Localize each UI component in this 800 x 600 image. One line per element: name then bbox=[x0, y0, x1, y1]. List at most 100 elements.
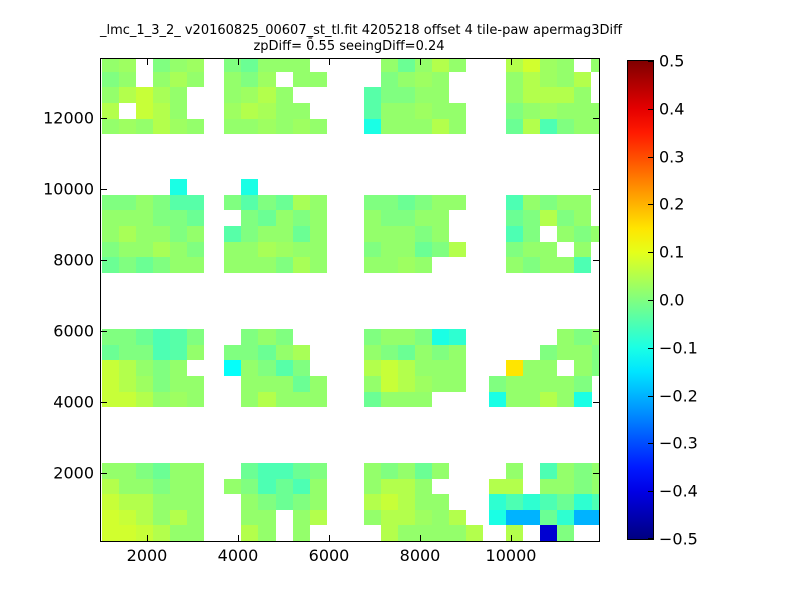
heatmap-cell bbox=[153, 242, 170, 257]
heatmap-cell bbox=[449, 525, 466, 541]
heatmap-cell bbox=[170, 510, 187, 525]
heatmap-cell bbox=[574, 463, 592, 479]
heatmap-cell bbox=[449, 103, 466, 119]
heatmap-cell bbox=[415, 479, 432, 494]
heatmap-cell bbox=[102, 210, 119, 226]
heatmap-cell bbox=[241, 59, 258, 72]
heatmap-cell bbox=[170, 257, 187, 273]
heatmap-cell bbox=[224, 87, 241, 103]
heatmap-cell bbox=[153, 392, 170, 407]
heatmap-cell bbox=[364, 257, 381, 273]
heatmap-cell bbox=[415, 59, 432, 72]
heatmap-cell bbox=[506, 87, 523, 103]
heatmap-cell bbox=[506, 392, 523, 407]
heatmap-cell bbox=[224, 257, 241, 273]
heatmap-cell bbox=[364, 103, 381, 119]
heatmap-cell bbox=[506, 195, 523, 210]
heatmap-cell bbox=[506, 210, 523, 226]
heatmap-cell bbox=[449, 329, 466, 345]
heatmap-cell bbox=[364, 195, 381, 210]
heatmap-cell bbox=[432, 463, 449, 479]
heatmap-cell bbox=[557, 376, 574, 392]
heatmap-cell bbox=[557, 479, 574, 494]
heatmap-cell bbox=[276, 360, 293, 376]
heatmap-cell bbox=[432, 210, 449, 226]
tick-mark bbox=[511, 59, 512, 65]
heatmap-cell bbox=[506, 510, 523, 525]
heatmap-cell bbox=[153, 226, 170, 242]
heatmap-cell bbox=[187, 510, 204, 525]
heatmap-cell bbox=[153, 376, 170, 392]
colorbar-tick-label: 0.1 bbox=[659, 242, 685, 262]
tick-mark bbox=[593, 189, 599, 191]
heatmap-cell bbox=[574, 360, 592, 376]
heatmap-cell bbox=[523, 195, 540, 210]
x-tick-label: 10000 bbox=[485, 546, 537, 565]
heatmap-cell bbox=[102, 242, 119, 257]
heatmap-cell bbox=[310, 494, 327, 510]
heatmap-cell bbox=[258, 87, 276, 103]
heatmap-cell bbox=[136, 510, 153, 525]
heatmap-cell bbox=[102, 72, 119, 87]
colorbar-tick-mark bbox=[648, 443, 653, 445]
heatmap-cell bbox=[102, 494, 119, 510]
heatmap-cell bbox=[241, 345, 258, 360]
heatmap-cell bbox=[170, 494, 187, 510]
heatmap-cell bbox=[224, 119, 241, 134]
heatmap-cell bbox=[136, 257, 153, 273]
heatmap-cell bbox=[187, 479, 204, 494]
heatmap-cell bbox=[102, 510, 119, 525]
x-tick-label: 2000 bbox=[126, 546, 168, 565]
heatmap-cell bbox=[258, 72, 276, 87]
heatmap-cell bbox=[364, 226, 381, 242]
heatmap-cell bbox=[557, 257, 574, 273]
heatmap-cell bbox=[258, 119, 276, 134]
heatmap-cell bbox=[574, 119, 591, 134]
heatmap-cell bbox=[136, 210, 153, 226]
heatmap-cell bbox=[381, 87, 398, 103]
heatmap-cell bbox=[381, 103, 398, 119]
colorbar-tick-mark bbox=[648, 491, 653, 493]
heatmap-cell bbox=[224, 103, 241, 119]
heatmap-cell bbox=[415, 195, 432, 210]
colorbar-tick-mark bbox=[648, 395, 653, 397]
heatmap-cell bbox=[557, 510, 574, 525]
heatmap-cell bbox=[364, 345, 381, 360]
heatmap-cell bbox=[241, 392, 258, 407]
heatmap-cell bbox=[136, 87, 153, 103]
heatmap-cell bbox=[432, 72, 449, 87]
heatmap-cell bbox=[523, 103, 540, 119]
heatmap-cell bbox=[187, 257, 204, 273]
tick-mark bbox=[238, 59, 239, 65]
heatmap-cell bbox=[119, 392, 136, 407]
heatmap-cell bbox=[381, 392, 398, 407]
heatmap-cell bbox=[276, 345, 293, 360]
heatmap-cell bbox=[381, 525, 398, 541]
heatmap-cell bbox=[398, 510, 415, 525]
heatmap-cell bbox=[398, 494, 415, 510]
heatmap-cell bbox=[449, 376, 466, 392]
heatmap-cell bbox=[224, 72, 241, 87]
heatmap-cell bbox=[187, 463, 204, 479]
heatmap-cell bbox=[398, 329, 415, 345]
heatmap-cell bbox=[415, 376, 432, 392]
heatmap-cell bbox=[398, 360, 415, 376]
heatmap-cell bbox=[187, 59, 204, 72]
heatmap-cell bbox=[119, 119, 136, 134]
heatmap-cell bbox=[310, 195, 327, 210]
heatmap-cell bbox=[557, 103, 574, 119]
heatmap-cell bbox=[381, 210, 398, 226]
heatmap-cell bbox=[119, 345, 136, 360]
heatmap-cell bbox=[293, 195, 310, 210]
heatmap-cell bbox=[136, 226, 153, 242]
heatmap-cell bbox=[310, 463, 327, 479]
heatmap-cell bbox=[136, 360, 153, 376]
heatmap-cell bbox=[506, 226, 523, 242]
heatmap-cell bbox=[506, 103, 523, 119]
heatmap-cell bbox=[102, 226, 119, 242]
heatmap-cell bbox=[381, 257, 398, 273]
heatmap-cell bbox=[506, 72, 523, 87]
heatmap-cell bbox=[432, 376, 449, 392]
heatmap-cell bbox=[523, 510, 540, 525]
chart-title: _lmc_1_3_2_ v20160825_00607_st_tl.fit 42… bbox=[100, 23, 623, 38]
